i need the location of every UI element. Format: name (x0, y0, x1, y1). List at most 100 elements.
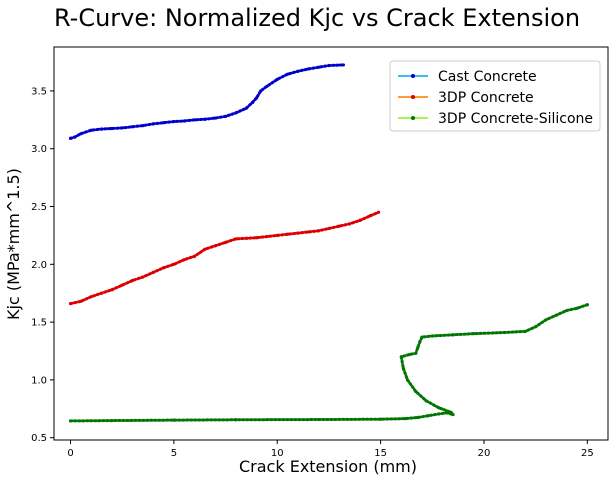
data-point (151, 270, 155, 274)
y-tick-label: 3.0 (31, 144, 47, 155)
y-tick-label: 0.5 (31, 433, 47, 444)
data-point (424, 399, 428, 403)
data-point (565, 308, 569, 313)
plot-frame (53, 46, 609, 441)
data-point (316, 229, 321, 233)
y-axis-title: Kjc (MPa*mm^1.5) (4, 168, 23, 320)
data-point (68, 136, 73, 140)
series-3 (68, 303, 589, 423)
data-point (192, 254, 197, 258)
data-point (523, 329, 527, 333)
data-point (337, 224, 341, 228)
data-point (401, 366, 405, 370)
data-point (223, 240, 228, 244)
data-point (306, 230, 310, 234)
y-tick-label: 3.5 (31, 86, 47, 97)
data-point (426, 414, 430, 418)
data-point (544, 318, 548, 322)
data-point (368, 214, 372, 218)
x-tick-label: 5 (171, 448, 177, 459)
x-tick-label: 15 (374, 448, 387, 459)
legend-entry: 3DP Concrete-Silicone (398, 111, 593, 127)
data-point (182, 119, 186, 123)
legend-swatch-marker (411, 74, 415, 78)
data-point (376, 210, 381, 214)
data-point (316, 65, 321, 69)
x-tick-label: 25 (581, 448, 594, 459)
data-point (341, 63, 346, 67)
data-point (99, 291, 104, 295)
data-point (554, 313, 558, 317)
data-point (414, 351, 418, 355)
data-point (430, 334, 434, 338)
data-point (213, 244, 217, 248)
data-point (296, 231, 300, 235)
data-point (451, 333, 455, 337)
data-point (172, 119, 176, 124)
data-point (296, 69, 300, 73)
data-point (416, 345, 420, 350)
data-point (265, 84, 269, 88)
data-point (73, 135, 77, 139)
data-point (141, 275, 145, 279)
data-point (254, 96, 259, 100)
chart-title: R-Curve: Normalized Kjc vs Crack Extensi… (54, 4, 580, 32)
x-tick-label: 10 (271, 448, 284, 459)
data-point (110, 418, 114, 423)
legend-entries: Cast Concrete 3DP Concrete 3DP Concrete-Si… (398, 69, 593, 127)
y-axis-ticks: 0.5 1.0 1.5 2.0 2.5 3.0 3.5 (31, 86, 54, 444)
data-point (316, 417, 321, 422)
data-point (234, 418, 238, 422)
data-point (285, 232, 290, 236)
data-point (407, 352, 412, 357)
data-point (110, 126, 114, 131)
series-2 (68, 210, 381, 306)
x-tick-label: 20 (478, 448, 491, 459)
data-point (399, 355, 403, 359)
data-point (420, 335, 424, 339)
data-point (265, 234, 269, 239)
data-point (99, 127, 104, 131)
data-point (436, 406, 441, 410)
data-point (192, 118, 197, 122)
legend: Cast Concrete 3DP Concrete 3DP Concrete-Si… (389, 60, 601, 132)
data-point (275, 233, 279, 238)
data-point (418, 340, 422, 344)
data-point (79, 299, 83, 303)
data-point (285, 72, 290, 76)
data-point (358, 218, 362, 222)
data-point (436, 412, 441, 416)
data-point (89, 128, 93, 132)
data-point (414, 389, 418, 394)
data-point (68, 302, 73, 306)
data-point (213, 116, 217, 120)
y-tick-label: 1.5 (31, 318, 47, 329)
data-point (416, 415, 420, 420)
data-point (151, 122, 155, 126)
data-point (234, 111, 238, 115)
data-point (348, 222, 352, 226)
data-point (244, 236, 248, 240)
series-layer (68, 63, 589, 423)
legend-label: 3DP Concrete (438, 90, 534, 106)
data-point (259, 89, 263, 93)
x-axis-title: Crack Extension (mm) (239, 457, 417, 476)
data-point (244, 106, 248, 110)
data-point (172, 262, 176, 266)
data-point (379, 417, 383, 421)
data-point (79, 132, 83, 136)
data-point (182, 258, 186, 262)
data-point (203, 117, 207, 121)
data-point (534, 325, 538, 329)
legend-label: 3DP Concrete-Silicone (438, 111, 593, 127)
y-tick-label: 1.0 (31, 375, 47, 386)
series-marker-trace (69, 63, 345, 140)
legend-swatch-marker (411, 95, 415, 99)
data-point (130, 125, 135, 129)
data-point (223, 114, 228, 118)
data-point (203, 247, 207, 251)
data-point (161, 121, 166, 125)
data-point (306, 67, 310, 71)
data-point (445, 411, 449, 415)
